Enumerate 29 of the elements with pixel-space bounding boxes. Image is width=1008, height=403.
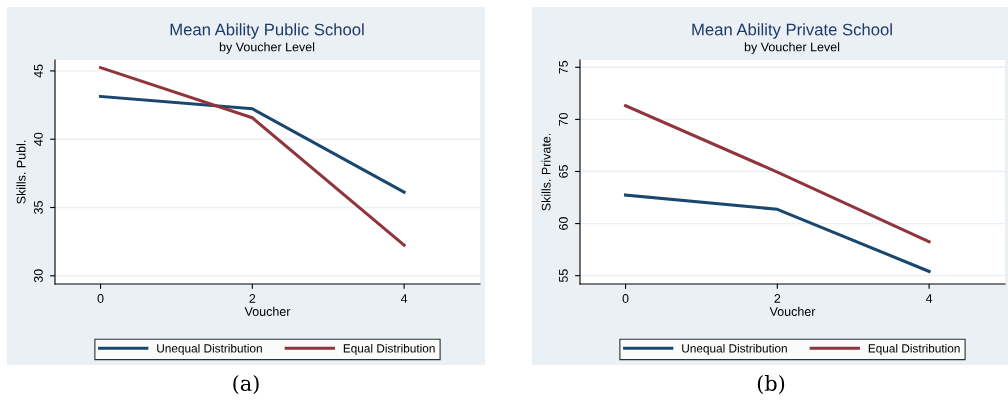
y-axis-title: Skills. Publ.	[16, 140, 26, 204]
chart-subtitle: by Voucher Level	[219, 42, 315, 54]
y-tick-label: 45	[34, 64, 43, 78]
x-tick-label: 4	[925, 294, 933, 303]
x-axis-title: Voucher	[769, 306, 816, 316]
y-tick-label: 35	[33, 201, 43, 214]
x-tick-label: 2	[774, 294, 781, 303]
x-axis-title: Voucher	[244, 306, 291, 316]
y-tick-label: 40	[33, 132, 43, 146]
chart-title: Mean Ability Private School	[692, 23, 892, 39]
x-tick-label: 4	[400, 294, 408, 303]
chart-subtitle: by Voucher Level	[744, 42, 840, 54]
y-tick-label: 75	[559, 60, 568, 74]
y-tick-label: 60	[558, 217, 568, 230]
legend-label: Unequal Distribution	[682, 343, 787, 355]
legend-label: Equal Distribution	[343, 343, 435, 355]
chart-title: Mean Ability Public School	[170, 23, 364, 39]
y-tick-label: 70	[558, 112, 568, 126]
legend-label: Unequal Distribution	[157, 343, 262, 355]
y-tick-label: 30	[33, 269, 43, 283]
text: (a)	[233, 374, 259, 394]
legend-label: Equal Distribution	[868, 343, 960, 355]
y-tick-label: 65	[558, 165, 568, 178]
x-tick-label: 0	[97, 294, 104, 303]
y-tick-label: 55	[559, 269, 568, 283]
x-tick-label: 0	[622, 294, 629, 303]
text: (b)	[757, 374, 785, 394]
y-axis-title: Skills. Private.	[541, 133, 551, 211]
x-tick-label: 2	[249, 294, 256, 303]
